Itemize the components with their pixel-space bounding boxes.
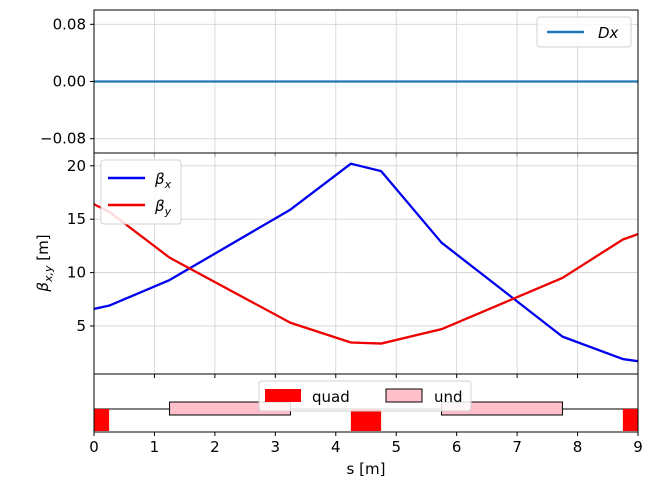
legend-und-swatch (385, 388, 423, 403)
beta-y-label: βx,y [m] (34, 234, 55, 292)
quad-element (94, 409, 110, 431)
dispersion-legend: Dx (536, 16, 632, 48)
x-tick-label: 4 (331, 438, 341, 456)
dispersion-y-tick-label: 0.00 (53, 73, 86, 91)
x-tick-label: 3 (271, 438, 281, 456)
x-tick-label: 2 (210, 438, 220, 456)
x-tick-label: 0 (89, 438, 99, 456)
lattice-panel: 0 1 2 3 4 5 6 7 8 9 s [m] quad und (89, 373, 643, 478)
x-tick-label: 1 (150, 438, 160, 456)
beta-y-tick-label: 20 (67, 157, 86, 175)
beta-series-line-0 (93, 162, 639, 363)
legend-quad-swatch (265, 389, 301, 402)
beta-series-line-1 (93, 203, 639, 345)
x-tick-label: 7 (512, 438, 522, 456)
dispersion-y-tick-label: −0.08 (40, 130, 86, 148)
x-axis-label: s [m] (347, 460, 386, 478)
beta-panel: 5 10 15 20 βx,y [m] βx βy (34, 152, 639, 378)
legend-dx-label: Dx (598, 24, 619, 42)
legend-quad-label: quad (312, 388, 350, 406)
lattice-axes-frame (93, 373, 639, 433)
legend-und-label: und (434, 388, 463, 406)
x-tick-label: 6 (452, 438, 462, 456)
beta-legend: βx βy (100, 159, 182, 225)
x-tick-label: 5 (391, 438, 401, 456)
quad-element (350, 409, 382, 431)
x-tick-label: 8 (573, 438, 583, 456)
beta-y-tick-label: 5 (76, 317, 86, 335)
beta-y-tick-label: 15 (67, 210, 86, 228)
dispersion-y-tick-label: 0.08 (53, 15, 86, 33)
x-tick-label: 9 (633, 438, 643, 456)
beta-y-tick-label: 10 (67, 264, 86, 282)
quad-element (622, 409, 638, 431)
lattice-legend: quad und (258, 380, 472, 412)
dispersion-panel: 0.08 0.00 −0.08 Dx (40, 9, 639, 157)
